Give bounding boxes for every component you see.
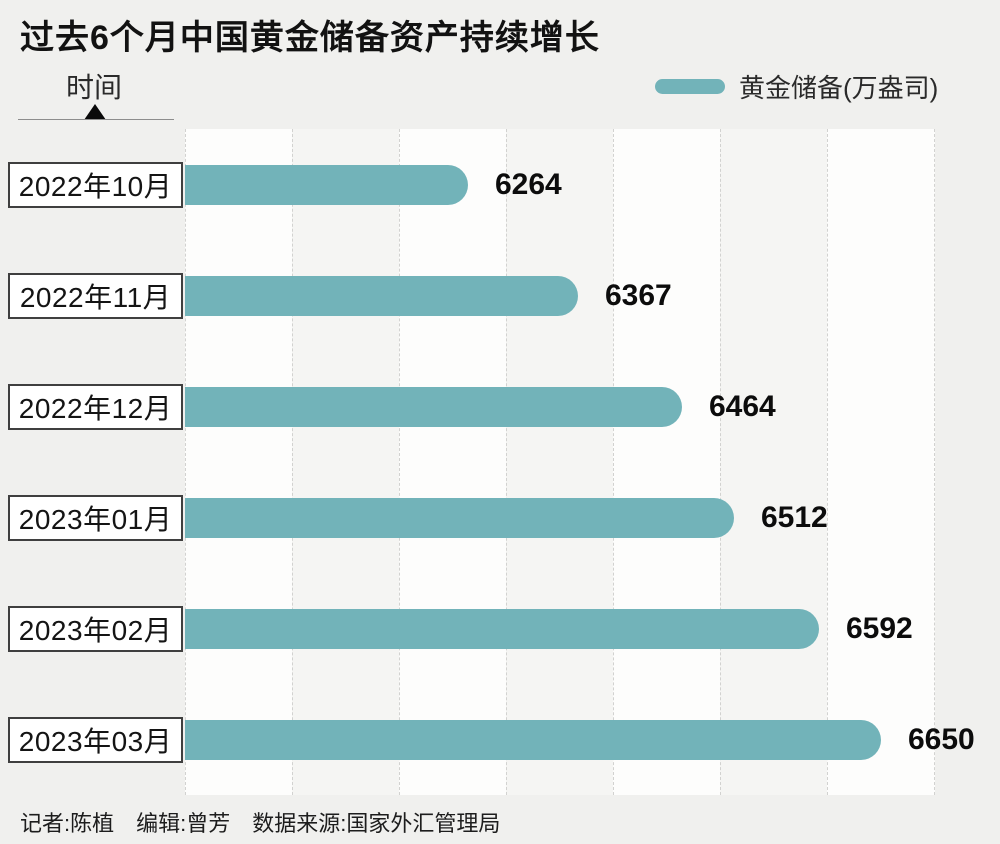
bar [185, 719, 881, 760]
bar-rows: 2022年10月 6264 2022年11月 6367 2022年12月 646… [0, 129, 1000, 795]
bar-row: 2023年02月 6592 [0, 573, 1000, 684]
axis-arrow-icon [84, 104, 106, 120]
category-label: 2023年01月 [8, 494, 183, 541]
category-label: 2023年02月 [8, 605, 183, 652]
value-label: 6512 [761, 500, 828, 534]
bar [185, 275, 578, 316]
plot-area [185, 129, 935, 795]
value-label: 6592 [846, 611, 913, 645]
bar [185, 608, 819, 649]
grid-band [399, 129, 506, 795]
bar-row: 2022年10月 6264 [0, 129, 1000, 240]
category-label: 2022年11月 [8, 272, 183, 319]
grid-band [506, 129, 613, 795]
legend: 黄金储备(万盎司) [655, 68, 938, 105]
page-title: 过去6个月中国黄金储备资产持续增长 [20, 19, 600, 57]
grid-band [827, 129, 935, 795]
footer-credits: 记者:陈植 编辑:曾芳 数据来源:国家外汇管理局 [20, 811, 501, 836]
axis-baseline [18, 119, 174, 120]
chart-area: 2022年10月 6264 2022年11月 6367 2022年12月 646… [0, 129, 1000, 795]
category-label: 2023年03月 [8, 716, 183, 763]
bar-row: 2022年11月 6367 [0, 240, 1000, 351]
bar-row: 2023年03月 6650 [0, 684, 1000, 795]
legend-swatch [655, 79, 725, 94]
grid-band [292, 129, 399, 795]
bar-row: 2023年01月 6512 [0, 462, 1000, 573]
bar [185, 164, 468, 205]
bar [185, 497, 734, 538]
category-label: 2022年12月 [8, 383, 183, 430]
value-label: 6264 [495, 167, 562, 201]
bar-row: 2022年12月 6464 [0, 351, 1000, 462]
grid-band [720, 129, 827, 795]
grid-band [613, 129, 720, 795]
value-label: 6650 [908, 722, 975, 756]
grid-band [185, 129, 292, 795]
value-label: 6464 [709, 389, 776, 423]
category-label: 2022年10月 [8, 161, 183, 208]
legend-label: 黄金储备(万盎司) [739, 73, 939, 103]
y-axis-label: 时间 [66, 72, 123, 103]
value-label: 6367 [605, 278, 672, 312]
bar [185, 386, 682, 427]
